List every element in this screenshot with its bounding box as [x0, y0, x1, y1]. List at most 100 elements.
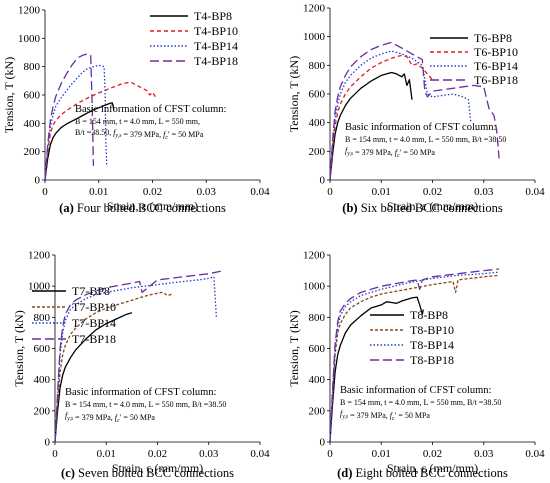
chart-panel-1: 0 200 400 600 800 1000 1200 0 0.01 0.02 0.03 0.04 St… [2, 5, 270, 216]
info-line: fy,s = 379 MPa, fc′ = 50 MPa [340, 409, 430, 422]
info-line: B/t =38.50, fy,s = 379 MPa, fc′ = 50 MPa [75, 128, 204, 141]
x-tick-label: 0.02 [423, 186, 442, 198]
chart-panel-3: 0 200 400 600 800 1000 1200 0 0.01 0.02 0.03 0.04 St… [12, 250, 270, 481]
x-tick-label: 0.02 [423, 448, 442, 460]
series-line-T7-BP18 [54, 269, 225, 443]
legend-label: T6-BP8 [474, 31, 512, 45]
x-axis-label: Strain, ε (mm/mm) [387, 199, 478, 213]
x-tick-label: 0.01 [372, 186, 391, 198]
x-tick-label: 0.01 [372, 448, 391, 460]
series-line-T6-BP14 [329, 50, 472, 181]
legend: T7-BP8 T7-BP10 T7-BP14 T7-BP18 [32, 284, 116, 346]
x-tick-label: 0.03 [474, 448, 494, 460]
x-tick-label: 0.04 [525, 448, 545, 460]
series-line-T7-BP8 [54, 312, 133, 443]
x-tick-label: 0.02 [148, 448, 167, 460]
x-tick-label: 0.02 [143, 186, 162, 198]
y-tick-label: 800 [309, 60, 326, 72]
y-tick-label: 1000 [303, 31, 326, 43]
legend-label: T6-BP14 [474, 59, 518, 73]
y-axis-label: Tension, T (kN) [12, 310, 26, 386]
legend-label: T7-BP14 [72, 316, 116, 330]
series-line-T4-BP14 [44, 64, 108, 181]
x-tick-label: 0 [327, 186, 333, 198]
y-tick-label: 200 [24, 146, 41, 158]
y-tick-label: 200 [34, 405, 51, 417]
info-annotation: Basic information of CFST column: B = 154… [65, 387, 226, 424]
x-tick-label: 0.04 [250, 186, 270, 198]
y-tick-label: 800 [24, 61, 41, 73]
y-tick-label: 0 [320, 437, 326, 449]
y-tick-label: 600 [309, 343, 326, 355]
y-tick-label: 1000 [28, 281, 51, 293]
y-tick-label: 600 [309, 89, 326, 101]
legend-label: T4-BP8 [194, 9, 232, 23]
info-line: B = 154 mm, t = 4.0 mm, L = 550 mm, B/t … [65, 400, 226, 409]
y-tick-label: 1200 [28, 250, 51, 262]
series-line-T8-BP18 [329, 268, 500, 443]
x-tick-label: 0 [42, 186, 48, 198]
y-tick-label: 1000 [18, 33, 41, 45]
info-annotation: Basic information of CFST column: B = 154… [340, 385, 501, 422]
info-title: Basic information of CFST column: [345, 122, 497, 133]
y-axis-label: Tension, T (kN) [2, 57, 16, 133]
info-title: Basic information of CFST column: [340, 385, 492, 396]
y-tick-label: 200 [309, 405, 326, 417]
legend-label: T7-BP18 [72, 332, 116, 346]
series-line-T6-BP18 [329, 41, 500, 181]
legend-label: T8-BP8 [410, 308, 448, 322]
legend-label: T8-BP14 [410, 338, 454, 352]
info-line: B = 154 mm, t = 4.0 mm, L = 550 mm, B/t … [340, 398, 501, 407]
figure-caption: (d) Eight bolted BCC connections [337, 466, 508, 480]
x-axis-label: Strain, ε (mm/mm) [107, 199, 198, 213]
x-tick-label: 0.04 [525, 186, 545, 198]
series-line-T4-BP8 [44, 102, 115, 181]
y-tick-label: 1000 [303, 281, 326, 293]
y-tick-label: 200 [309, 146, 326, 158]
x-tick-label: 0.04 [250, 448, 270, 460]
legend-label: T8-BP18 [410, 353, 454, 367]
y-tick-label: 1200 [303, 250, 326, 262]
info-line: B = 154 mm, t = 4.0 mm, L = 550 mm, [75, 117, 200, 126]
x-tick-label: 0.03 [474, 186, 494, 198]
y-tick-label: 600 [24, 90, 41, 102]
y-tick-label: 800 [34, 312, 51, 324]
info-line: fy,s = 379 MPa, fc′ = 50 MPa [345, 146, 435, 159]
legend-label: T7-BP10 [72, 300, 116, 314]
x-axis-label: Strain, ε (mm/mm) [112, 461, 203, 475]
x-tick-label: 0.01 [89, 186, 108, 198]
y-tick-label: 400 [34, 374, 51, 386]
series-line-T4-BP10 [44, 81, 159, 181]
series-line-T8-BP8 [329, 296, 424, 443]
series-line-T7-BP14 [54, 276, 218, 443]
info-annotation: Basic information of CFST column: B = 154… [75, 104, 227, 141]
x-axis-label: Strain, ε (mm/mm) [387, 461, 478, 475]
series-line-T8-BP10 [329, 274, 500, 443]
legend-label: T7-BP8 [72, 284, 110, 298]
y-axis-label: Tension, T (kN) [287, 310, 301, 386]
x-tick-label: 0.01 [97, 448, 116, 460]
info-line: fy,s = 379 MPa, fc′ = 50 MPa [65, 411, 155, 424]
legend-label: T6-BP10 [474, 45, 518, 59]
y-tick-label: 0 [45, 437, 51, 449]
y-tick-label: 0 [320, 175, 326, 187]
legend-label: T4-BP18 [194, 54, 238, 68]
y-axis-label: Tension, T (kN) [287, 56, 301, 132]
figure-caption: (b) Six bolted BCC connections [342, 201, 503, 215]
y-tick-label: 1200 [303, 3, 326, 15]
y-tick-label: 400 [24, 118, 41, 130]
chart-panel-2: 0 200 400 600 800 1000 1200 0 0.01 0.02 0.03 0.04 St… [287, 3, 545, 216]
legend-label: T8-BP10 [410, 323, 454, 337]
y-tick-label: 800 [309, 312, 326, 324]
x-tick-label: 0 [327, 448, 333, 460]
y-tick-label: 600 [34, 343, 51, 355]
series-line-T6-BP8 [329, 71, 413, 181]
info-line: B = 154 mm, t = 4.0 mm, L = 550 mm, B/t … [345, 135, 506, 144]
y-tick-label: 400 [309, 117, 326, 129]
info-title: Basic information of CFST column: [65, 387, 217, 398]
figure-caption: (c) Seven bolted BCC connections [61, 466, 234, 480]
